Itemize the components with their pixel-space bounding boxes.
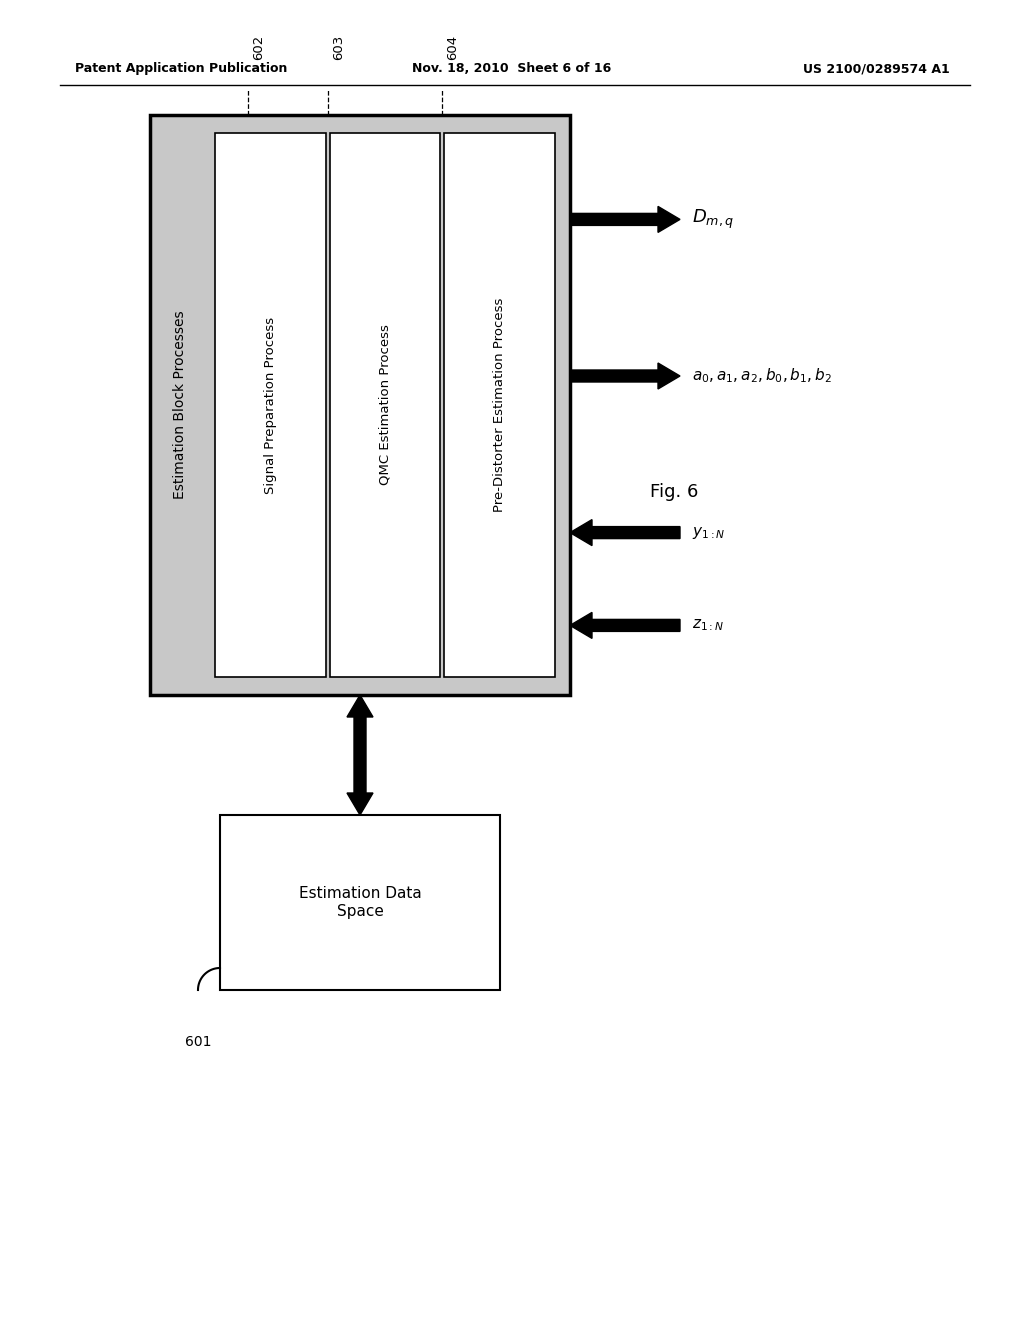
Text: $y_{1:N}$: $y_{1:N}$ — [692, 524, 726, 541]
Bar — [220, 814, 500, 990]
Text: 601: 601 — [185, 1035, 212, 1049]
Text: US 2100/0289574 A1: US 2100/0289574 A1 — [803, 62, 950, 75]
Text: $z_{1:N}$: $z_{1:N}$ — [692, 618, 724, 634]
Text: $D_{m,q}$: $D_{m,q}$ — [692, 207, 734, 231]
Text: Estimation Data
Space: Estimation Data Space — [299, 886, 421, 919]
Bar — [150, 115, 570, 696]
Text: 604: 604 — [446, 34, 460, 59]
Text: 602: 602 — [252, 34, 265, 59]
Text: Fig. 6: Fig. 6 — [650, 483, 698, 502]
Polygon shape — [570, 520, 680, 545]
Text: QMC Estimation Process: QMC Estimation Process — [379, 325, 391, 486]
Text: Estimation Block Processes: Estimation Block Processes — [173, 310, 187, 499]
Polygon shape — [570, 363, 680, 389]
Polygon shape — [570, 612, 680, 639]
Bar — [215, 133, 326, 677]
Bar — [444, 133, 555, 677]
Text: Nov. 18, 2010  Sheet 6 of 16: Nov. 18, 2010 Sheet 6 of 16 — [413, 62, 611, 75]
Text: Signal Preparation Process: Signal Preparation Process — [264, 317, 276, 494]
Polygon shape — [347, 696, 373, 814]
Bar — [330, 133, 440, 677]
Text: Patent Application Publication: Patent Application Publication — [75, 62, 288, 75]
Polygon shape — [570, 206, 680, 232]
Text: Pre-Distorter Estimation Process: Pre-Distorter Estimation Process — [494, 298, 506, 512]
Text: 603: 603 — [332, 34, 345, 59]
Text: $a_0, a_1, a_2, b_0, b_1, b_2$: $a_0, a_1, a_2, b_0, b_1, b_2$ — [692, 367, 833, 385]
